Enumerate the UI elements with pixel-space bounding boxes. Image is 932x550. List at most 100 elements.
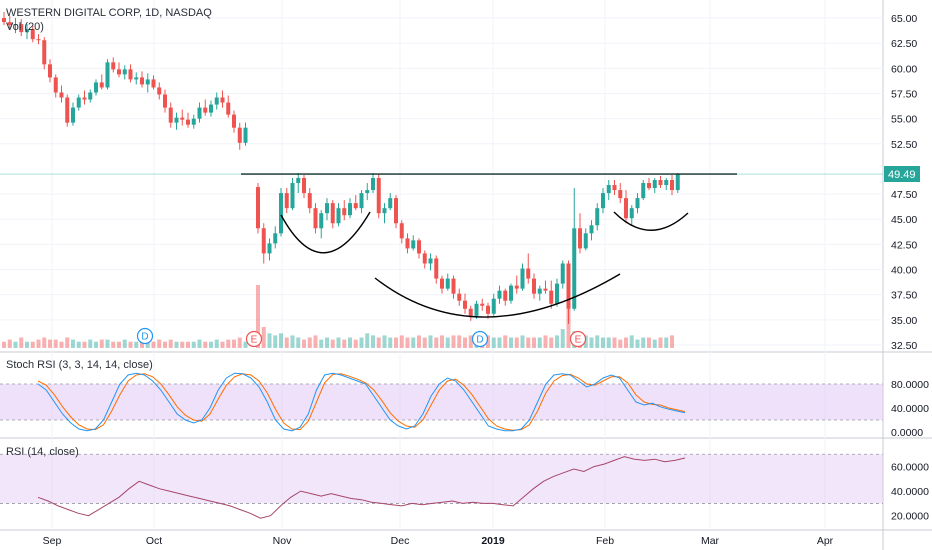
candle [186,112,190,128]
candle-body [583,233,588,249]
candle [145,73,150,93]
candle [140,71,144,88]
candle [243,122,248,146]
candle-body [543,288,548,291]
volume-bar [457,335,462,348]
dividend-marker[interactable]: D [471,330,489,348]
volume-bar [606,337,611,348]
time-tick-label: Dec [391,535,410,547]
candle [606,180,611,201]
candle [174,112,179,130]
candle [197,102,202,123]
volume-bar [290,335,295,348]
candle [71,102,75,126]
marker-label: D [476,335,483,346]
stoch-tick-label: 80.0000 [891,379,929,391]
candle-body [652,180,657,189]
earnings-marker[interactable]: E [569,330,587,348]
earnings-marker[interactable]: E [245,330,263,348]
volume-bar [463,337,467,348]
candle [342,200,347,221]
volume-bar [566,306,571,348]
candle [543,280,548,294]
candle-body [53,77,58,93]
candle [157,82,162,100]
time-axis[interactable]: Sep Oct Nov Dec 2019 Feb Mar Apr [43,535,834,547]
candle [336,203,341,227]
candle-body [359,193,364,209]
price-axis[interactable]: 65.00 62.50 60.00 57.50 55.00 52.50 47.50 45.00… [891,13,917,352]
candle-body [566,263,571,309]
candle [76,94,81,111]
rsi-label: RSI (14, close) [6,446,79,458]
volume-bar [111,341,116,348]
candle-body [19,24,24,33]
candle-body [624,198,628,219]
candle [555,278,559,307]
current-price-badge [884,166,920,182]
candle-body [94,82,98,93]
candle [273,226,278,249]
dividend-marker[interactable]: D [136,327,154,345]
candle [560,260,565,289]
candle [486,302,490,319]
candle-body [589,225,594,234]
candle [348,198,352,219]
candle-body [203,107,208,113]
candle [290,177,295,211]
candle [325,198,329,221]
candle-body [163,94,167,108]
volume-bar [88,339,93,348]
volume-bar [376,337,381,348]
volume-bar [36,339,41,348]
candle-body [411,240,416,249]
price-tick-label: 45.00 [891,214,917,226]
candle-body [526,268,531,279]
rsi-tick-label: 20.0000 [891,511,929,523]
volume-bar [670,335,674,348]
rsi-tick-label: 40.0000 [891,486,929,498]
candle-body [348,203,352,216]
symbol-title: WESTERN DIGITAL CORP, 1D, NASDAQ [6,7,212,19]
candle-body [76,97,81,108]
candle [405,233,410,254]
volume-bar [243,341,248,348]
candle [440,275,444,294]
candle-body [658,180,663,186]
candle-body [417,240,421,254]
pattern-drawings [0,173,883,318]
candle-body [382,208,387,214]
candle-body [601,193,605,209]
price-tick-label: 35.00 [891,315,917,327]
candle-body [399,223,404,239]
candle [284,188,289,214]
stoch-rsi-label: Stoch RSI (3, 3, 14, 14, close) [6,359,153,371]
volume-bar [25,341,29,348]
candle-body [302,177,306,194]
candle-body [514,285,519,289]
candle-body [376,177,381,214]
candle-body [451,278,456,294]
candle-body [296,177,301,184]
volume-bar [180,341,185,348]
candle [65,94,70,127]
event-markers: E ED D [136,327,587,348]
current-price-label: 49.49 [888,169,916,181]
candle [411,235,416,251]
volume-bar [134,341,139,348]
volume-bar [232,339,236,348]
candle-body [388,198,393,209]
candle [537,285,542,301]
candle [7,16,12,31]
volume-bar [445,337,450,348]
volume-bar [325,337,329,348]
volume-bar [451,335,456,348]
candle [417,238,421,259]
candle [237,122,242,150]
candle [94,79,98,96]
candle-body [273,233,278,244]
candle-body [549,290,554,304]
candle [302,174,306,199]
volume-bar [226,339,231,348]
volume-bar [353,339,358,348]
